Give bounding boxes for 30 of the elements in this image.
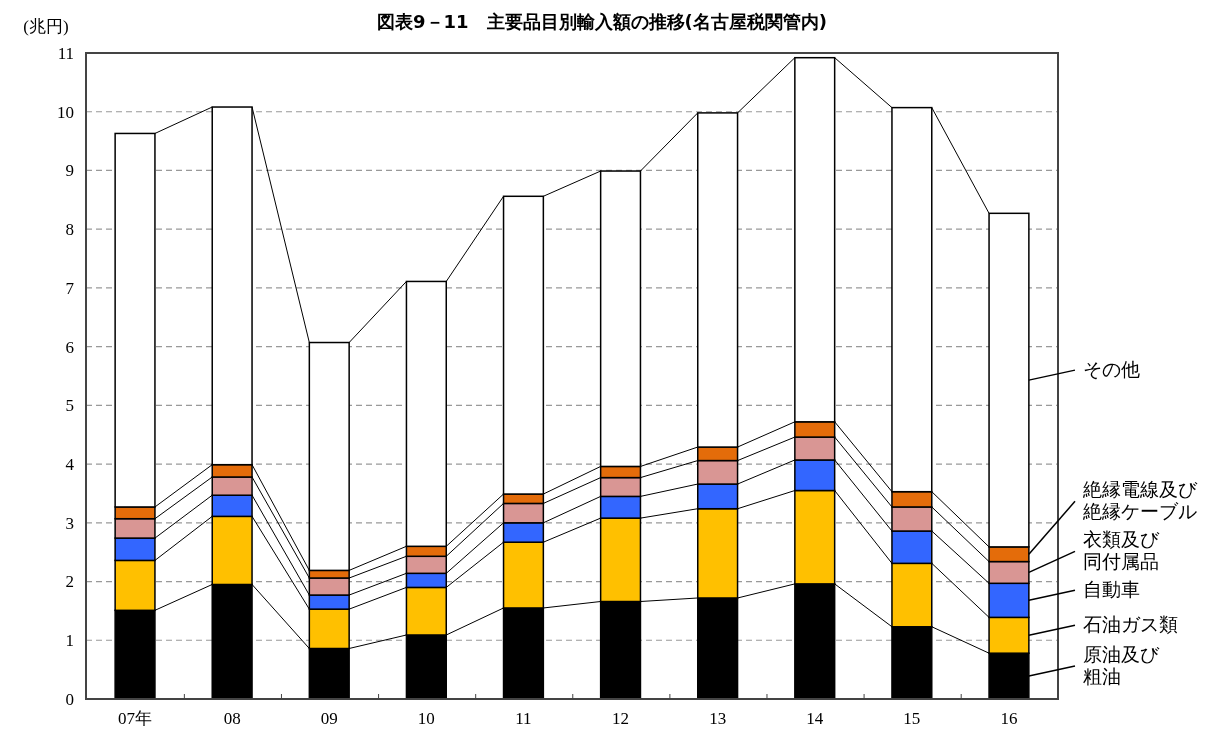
y-tick-label: 7 [65, 278, 75, 298]
y-tick-label: 9 [65, 161, 74, 181]
x-tick-label: 07年 [118, 709, 153, 728]
y-tick-label: 11 [57, 43, 74, 63]
x-tick-label: 12 [612, 709, 630, 728]
text: 絶縁電線及び絶縁ケーブル [1082, 479, 1198, 523]
y-tick-label: 5 [65, 396, 74, 416]
x-tick-label: 11 [515, 709, 532, 728]
y-tick-label: 0 [65, 689, 74, 709]
y-tick-label: 10 [57, 102, 74, 122]
x-tick-label: 15 [903, 709, 921, 728]
x-tick-label: 08 [223, 709, 241, 728]
legend-label: 衣類及び同付属品 [1083, 529, 1160, 573]
y-tick-label: 8 [65, 220, 74, 240]
x-tick-label: 14 [806, 709, 824, 728]
y-tick-label: 4 [65, 455, 75, 475]
x-tick-label: 10 [417, 709, 435, 728]
chart-title: 図表9－11 主要品目別輸入額の推移(名古屋税関管内) [376, 11, 828, 32]
y-tick-label: 2 [65, 572, 74, 592]
x-tick-label: 09 [320, 709, 338, 728]
y-tick-label: 3 [65, 513, 74, 533]
legend-label: 石油ガス類 [1083, 614, 1178, 636]
x-tick-label: 13 [709, 709, 727, 728]
y-tick-label: 1 [65, 631, 74, 651]
y-axis-title: (兆円) [23, 17, 69, 36]
legend-label: 自動車 [1083, 579, 1140, 601]
y-tick-label: 6 [65, 337, 74, 357]
legend-label: 原油及び粗油 [1083, 644, 1160, 688]
x-tick-label: 16 [1000, 709, 1018, 728]
legend-label: その他 [1083, 359, 1140, 381]
